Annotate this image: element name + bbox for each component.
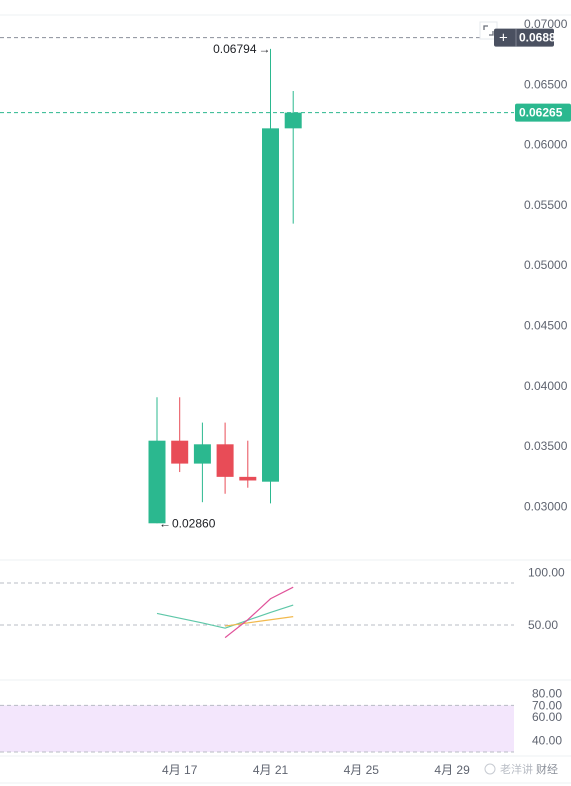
- indicator-band: [0, 705, 514, 752]
- min-price-marker: ← 0.02860: [159, 516, 216, 530]
- min-price-label: 0.02860: [172, 516, 216, 530]
- indicator-line: [225, 616, 294, 627]
- price-tick-label: 0.04000: [524, 379, 568, 393]
- watermark-tail: 财经: [536, 762, 558, 776]
- indicator-line: [156, 604, 294, 629]
- crosshair-price-badge: + 0.06887: [494, 28, 563, 47]
- candle-body: [148, 440, 166, 524]
- indicator-panel-1: 100.00 50.00: [0, 566, 565, 639]
- watermark-text: 老洋讲: [500, 762, 533, 776]
- indicator-tick-label: 60.00: [532, 710, 562, 724]
- indicator-tick-label: 100.00: [528, 566, 565, 580]
- max-price-label: 0.06794: [213, 42, 257, 56]
- max-price-arrow: →: [259, 42, 271, 56]
- crosshair-price-label: 0.06887: [519, 31, 563, 45]
- price-tick-label: 0.03000: [524, 499, 568, 513]
- candle-body: [171, 440, 189, 464]
- time-tick-label: 4月 29: [434, 763, 470, 777]
- candle-body: [284, 112, 302, 129]
- time-tick-label: 4月 25: [344, 763, 380, 777]
- time-tick-label: 4月 17: [162, 763, 198, 777]
- price-tick-label: 0.06500: [524, 77, 568, 91]
- indicator-tick-label: 40.00: [532, 733, 562, 747]
- crosshair-plus-icon[interactable]: +: [499, 30, 508, 47]
- candle-body: [239, 476, 257, 481]
- watermark: 老洋讲 财经: [484, 762, 558, 776]
- price-tick-label: 0.07000: [524, 17, 568, 31]
- time-tick-label: 4月 21: [253, 763, 289, 777]
- price-grid: [0, 14, 571, 784]
- price-axis: 0.07000 0.06500 0.06000 0.05500 0.05000 0.045…: [524, 17, 568, 513]
- indicator-tick-label: 70.00: [532, 698, 562, 712]
- price-tick-label: 0.05000: [524, 258, 568, 272]
- min-price-arrow: ←: [159, 516, 171, 530]
- candle-body: [262, 128, 279, 482]
- last-price-label: 0.06265: [519, 106, 563, 120]
- candlestick-series: [148, 48, 302, 524]
- time-axis: 4月 17 4月 21 4月 25 4月 29: [162, 763, 470, 777]
- indicator-tick-label: 80.00: [532, 687, 562, 701]
- price-tick-label: 0.05500: [524, 198, 568, 212]
- last-price-badge: 0.06265: [515, 103, 571, 122]
- indicator-line: [224, 586, 294, 639]
- candle-body: [216, 444, 234, 477]
- candle-body: [193, 444, 211, 464]
- price-tick-label: 0.06000: [524, 138, 568, 152]
- max-price-marker: 0.06794 →: [213, 42, 270, 56]
- price-tick-label: 0.03500: [524, 439, 568, 453]
- indicator-tick-label: 50.00: [528, 618, 558, 632]
- price-tick-label: 0.04500: [524, 319, 568, 333]
